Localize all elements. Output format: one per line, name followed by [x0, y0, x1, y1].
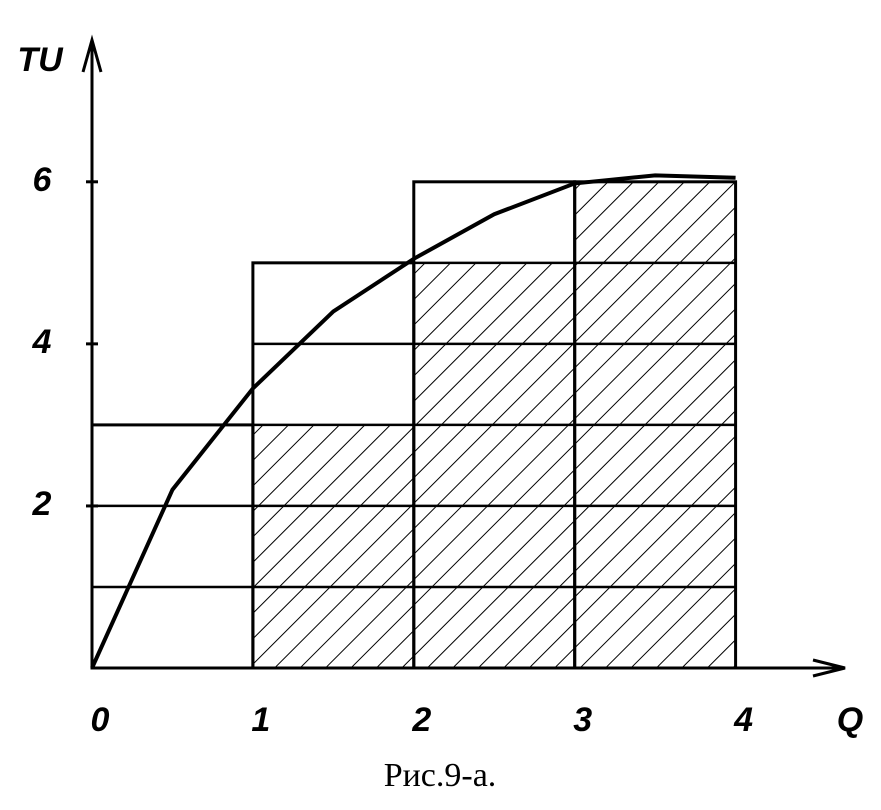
bar — [90, 423, 255, 670]
x-tick-label: 1 — [251, 701, 270, 739]
x-tick-label: 4 — [733, 701, 753, 739]
x-tick-label: 0 — [91, 701, 110, 739]
x-arrow — [812, 658, 846, 678]
x-tick-label: 3 — [573, 701, 592, 739]
tu-curve — [90, 173, 736, 669]
y-tick-label: 2 — [32, 485, 52, 523]
y-arrow — [81, 34, 103, 73]
hatched-area — [252, 424, 414, 668]
x-axis-label: Q — [837, 701, 863, 739]
y-axis-label: TU — [17, 41, 64, 79]
x-tick-label: 2 — [411, 701, 431, 739]
caption: Рис.9-а. — [384, 757, 497, 794]
hatched-area — [413, 262, 575, 668]
y-tick-label: 4 — [32, 323, 52, 361]
y-tick-label: 6 — [33, 161, 53, 199]
